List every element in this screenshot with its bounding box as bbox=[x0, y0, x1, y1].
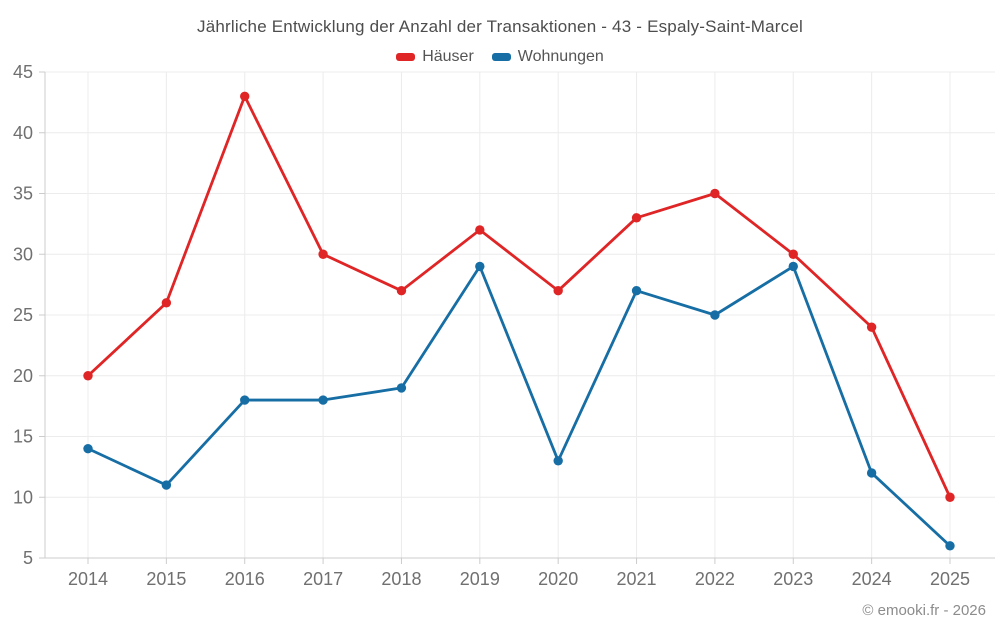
legend-label-wohnungen: Wohnungen bbox=[517, 48, 604, 65]
data-point bbox=[240, 395, 250, 405]
data-point bbox=[710, 188, 720, 199]
data-point bbox=[631, 213, 642, 223]
data-point bbox=[553, 456, 563, 466]
chart-title: Jährliche Entwicklung der Anzahl der Tra… bbox=[197, 17, 803, 36]
x-axis-tick-label: 2017 bbox=[303, 569, 343, 589]
data-point bbox=[710, 310, 720, 320]
y-axis-tick-label: 20 bbox=[13, 366, 33, 386]
y-axis-tick-label: 10 bbox=[13, 487, 33, 507]
data-point bbox=[475, 261, 485, 272]
y-axis-tick-label: 15 bbox=[13, 427, 33, 447]
data-point bbox=[788, 261, 798, 272]
data-point bbox=[866, 322, 877, 332]
x-axis-tick-label: 2020 bbox=[538, 569, 578, 589]
x-axis-tick-label: 2023 bbox=[773, 569, 813, 589]
y-axis-tick-label: 30 bbox=[13, 244, 33, 264]
x-axis-tick-label: 2016 bbox=[225, 569, 265, 589]
y-axis-tick-label: 5 bbox=[23, 548, 33, 568]
x-axis-tick-label: 2025 bbox=[930, 569, 970, 589]
data-point bbox=[553, 286, 563, 296]
x-axis-tick-label: 2014 bbox=[68, 569, 108, 589]
y-axis-tick-label: 25 bbox=[13, 305, 33, 325]
legend-marker-wohnungen-icon bbox=[491, 53, 511, 61]
data-point bbox=[788, 249, 798, 259]
legend-marker-hauser-icon bbox=[396, 53, 416, 61]
data-point bbox=[631, 286, 642, 296]
data-point bbox=[161, 298, 172, 308]
x-axis-tick-label: 2024 bbox=[852, 569, 892, 589]
data-point bbox=[318, 395, 328, 405]
data-point bbox=[945, 541, 955, 551]
y-axis-tick-label: 40 bbox=[13, 123, 33, 143]
legend-item-wohnungen[interactable]: Wohnungen bbox=[491, 48, 604, 66]
x-axis-tick-label: 2022 bbox=[695, 569, 735, 589]
data-point bbox=[83, 371, 93, 381]
series-line bbox=[86, 94, 952, 499]
chart-footer-credit: © emooki.fr - 2026 bbox=[862, 602, 986, 619]
data-point bbox=[396, 286, 407, 296]
legend-item-hauser[interactable]: Häuser bbox=[396, 48, 474, 66]
x-axis-tick-label: 2018 bbox=[381, 569, 421, 589]
data-point bbox=[161, 480, 172, 490]
y-axis-tick-label: 45 bbox=[13, 62, 33, 82]
data-point bbox=[240, 91, 250, 102]
data-point bbox=[945, 492, 955, 502]
legend-label-hauser: Häuser bbox=[422, 48, 474, 65]
x-axis-tick-label: 2015 bbox=[146, 569, 186, 589]
data-point bbox=[866, 468, 877, 478]
data-point bbox=[396, 383, 407, 393]
data-point bbox=[318, 249, 328, 259]
chart-legend: Häuser Wohnungen bbox=[0, 48, 1000, 66]
x-axis-tick-label: 2019 bbox=[460, 569, 500, 589]
data-point bbox=[475, 225, 485, 235]
series-line bbox=[86, 264, 952, 548]
data-point bbox=[83, 443, 93, 454]
x-axis-tick-label: 2021 bbox=[617, 569, 657, 589]
y-axis-tick-label: 35 bbox=[13, 184, 33, 204]
